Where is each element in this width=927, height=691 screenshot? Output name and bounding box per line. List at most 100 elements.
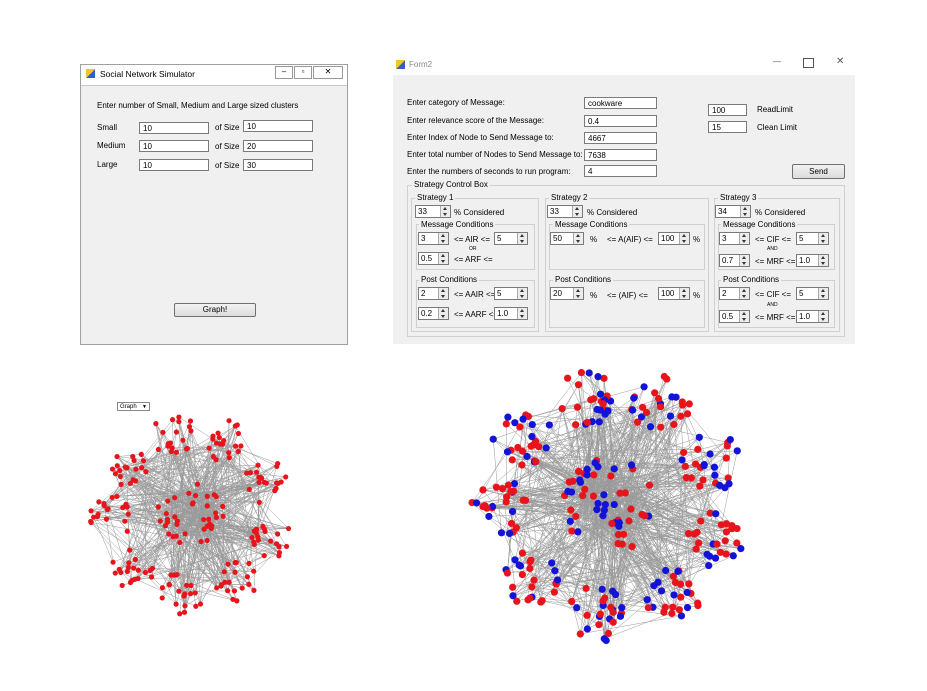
s3-post-cif-max-spinner[interactable]: 5: [796, 287, 829, 300]
graph-node: [233, 443, 239, 449]
relevance-field[interactable]: 0.4: [584, 115, 657, 127]
graph-edge: [127, 506, 210, 525]
s2-pct-label-2: %: [693, 235, 701, 244]
graph-edge: [126, 467, 196, 513]
graph-edge: [586, 529, 607, 616]
graph-node: [131, 457, 137, 464]
graph-node: [472, 499, 481, 507]
s1-air-min-spinner[interactable]: 3: [418, 232, 449, 245]
relevance-label: Enter relevance score of the Message:: [407, 116, 544, 125]
graph-node: [524, 596, 532, 604]
s2-message-conditions-title: Message Conditions: [553, 220, 630, 229]
maximize-button[interactable]: ▫: [294, 66, 312, 79]
graph-node: [508, 456, 516, 464]
medium-count-field[interactable]: 10: [139, 140, 209, 152]
s3-post-mrf-min-spinner[interactable]: 0.5: [719, 310, 750, 323]
graph-edge: [130, 435, 214, 484]
large-size-field[interactable]: 30: [243, 159, 313, 171]
s3-post-cif-min-spinner[interactable]: 2: [719, 287, 750, 300]
graph-node: [594, 373, 602, 381]
graph-edge: [522, 419, 528, 457]
s3-message-conditions-title: Message Conditions: [721, 220, 798, 229]
small-count-field[interactable]: 10: [139, 122, 209, 134]
strategy-2-percent-spinner[interactable]: 33: [547, 205, 583, 218]
s1-air-max-spinner[interactable]: 5: [494, 232, 528, 245]
s2-post-aif-min-spinner[interactable]: 20: [550, 287, 584, 300]
s2-aif-max-spinner[interactable]: 100: [658, 232, 690, 245]
graph-node: [247, 470, 254, 476]
graph-node: [155, 446, 162, 453]
graph-node: [88, 518, 94, 525]
graph-edge: [604, 609, 680, 639]
graph-node: [206, 516, 212, 522]
close-button[interactable]: ✕: [313, 66, 343, 79]
graph-node: [509, 583, 517, 591]
s1-aarf-min-spinner[interactable]: 0.2: [418, 307, 449, 320]
large-count-field[interactable]: 10: [139, 159, 209, 171]
s1-arf-min-spinner[interactable]: 0.5: [418, 252, 449, 265]
s3-mrf-max-spinner[interactable]: 1.0: [796, 254, 829, 267]
graph-edge: [91, 510, 161, 522]
medium-size-field[interactable]: 20: [243, 140, 313, 152]
graph-node: [268, 538, 274, 544]
graph-node: [166, 531, 172, 537]
s1-aarf-max-spinner[interactable]: 1.0: [494, 307, 528, 320]
graph-node: [669, 572, 677, 580]
s3-cif-min-spinner[interactable]: 3: [719, 232, 750, 245]
minimize-button[interactable]: —: [773, 57, 781, 66]
large-label: Large: [97, 160, 118, 169]
graph-edge: [554, 570, 604, 606]
graph-edge: [511, 396, 673, 524]
graph-button[interactable]: Graph!: [174, 303, 256, 317]
small-size-field[interactable]: 10: [243, 120, 313, 132]
graph-node: [608, 519, 616, 528]
graph-edge: [126, 467, 201, 523]
s2-post-conditions-group: [549, 280, 705, 328]
category-field[interactable]: cookware: [584, 97, 657, 109]
graph-node: [204, 493, 210, 499]
strategy-3-percent-spinner[interactable]: 34: [715, 205, 751, 218]
minimize-button[interactable]: –: [275, 66, 293, 79]
graph-node: [177, 539, 183, 546]
graph-node: [711, 554, 720, 562]
graph-edge: [628, 520, 679, 572]
seconds-field[interactable]: 4: [584, 165, 657, 177]
graph-edge: [522, 553, 543, 601]
graph-edge: [595, 482, 716, 524]
graph-node: [601, 594, 609, 602]
graph-node: [523, 452, 531, 461]
graph-node: [566, 517, 574, 525]
graph-node: [581, 485, 589, 493]
graph-node: [221, 569, 227, 575]
graph-node: [573, 403, 582, 411]
s3-post-mrf-max-spinner[interactable]: 1.0: [796, 310, 829, 323]
s3-mrf-min-spinner[interactable]: 0.7: [719, 254, 750, 267]
graph-edge: [200, 514, 238, 601]
close-button[interactable]: ✕: [836, 56, 845, 67]
read-limit-field[interactable]: 100: [708, 104, 747, 116]
graph-node: [112, 570, 118, 576]
graph-node: [677, 412, 685, 420]
clean-limit-field[interactable]: 15: [708, 121, 747, 133]
s3-cif-max-spinner[interactable]: 5: [796, 232, 829, 245]
graph-node: [651, 389, 659, 397]
maximize-button[interactable]: [803, 58, 814, 68]
graph-edge: [125, 466, 175, 518]
s1-aair-min-spinner[interactable]: 2: [418, 287, 449, 300]
strategy-1-percent-spinner[interactable]: 33: [415, 205, 451, 218]
graph-node: [103, 516, 110, 522]
total-nodes-field[interactable]: 7638: [584, 149, 657, 161]
graph-node: [607, 472, 615, 480]
graph-edge: [501, 532, 613, 592]
s2-aif-min-spinner[interactable]: 50: [550, 232, 584, 245]
s3-mrf-label: <= MRF <=: [755, 257, 796, 266]
node-index-field[interactable]: 4667: [584, 132, 657, 144]
graph-node: [260, 523, 266, 529]
send-button[interactable]: Send: [792, 164, 845, 179]
s2-post-aif-max-spinner[interactable]: 100: [658, 287, 690, 300]
graph-dropdown[interactable]: Graph ▼: [117, 402, 150, 411]
graph-node: [696, 482, 704, 490]
s1-aair-max-spinner[interactable]: 5: [494, 287, 528, 300]
s3-post-cif-label: <= CIF <=: [755, 290, 792, 299]
s2-pct-label-1: %: [590, 235, 598, 244]
